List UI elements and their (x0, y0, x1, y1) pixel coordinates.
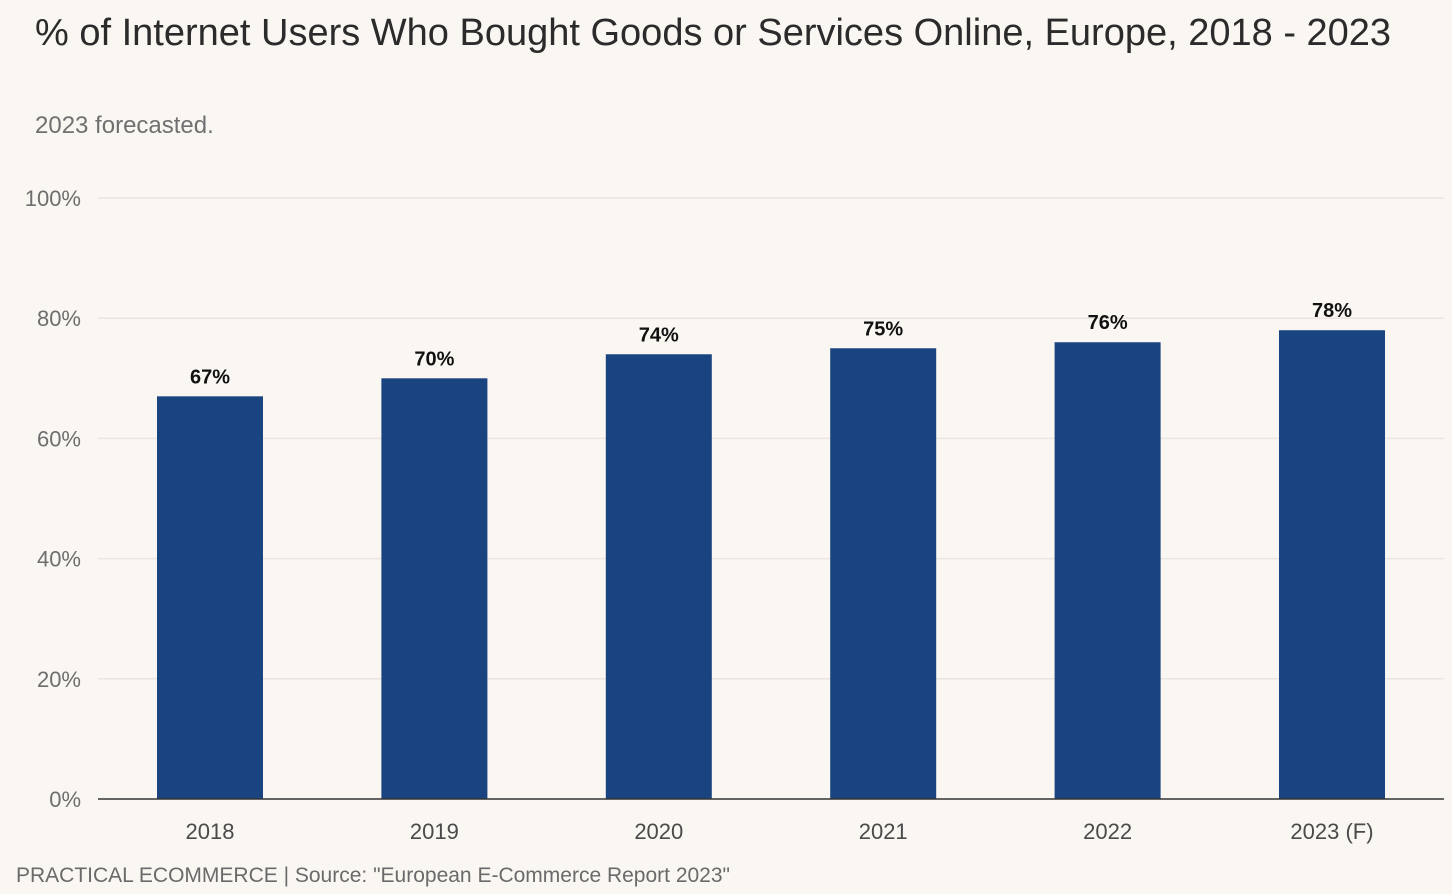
data-labels: 67% 70% 74% 75% 76% 78% (190, 300, 1352, 388)
y-tick-label: 0% (49, 787, 81, 812)
data-label: 74% (639, 324, 679, 346)
y-axis-ticks: 0% 20% 40% 60% 80% 100% (25, 186, 81, 812)
x-tick-label: 2023 (F) (1290, 819, 1373, 844)
x-axis-ticks: 2018 2019 2020 2021 2022 2023 (F) (186, 819, 1374, 844)
source-note: PRACTICAL ECOMMERCE | Source: "European … (16, 864, 730, 887)
x-tick-label: 2020 (634, 819, 683, 844)
x-tick-label: 2021 (859, 819, 908, 844)
bar (157, 396, 263, 799)
bar (605, 354, 712, 799)
x-tick-label: 2019 (410, 819, 459, 844)
y-tick-label: 60% (37, 426, 81, 451)
data-label: 76% (1088, 312, 1128, 334)
y-tick-label: 100% (25, 186, 81, 211)
data-label: 70% (414, 348, 454, 370)
x-tick-label: 2018 (186, 819, 235, 844)
chart-subtitle: 2023 forecasted. (35, 112, 214, 139)
bar (381, 378, 488, 799)
bar (830, 348, 937, 799)
bars (157, 330, 1385, 799)
bar (1054, 342, 1161, 799)
chart-title: % of Internet Users Who Bought Goods or … (35, 12, 1392, 54)
y-tick-label: 40% (37, 547, 81, 572)
y-tick-label: 20% (37, 667, 81, 692)
data-label: 78% (1312, 300, 1352, 322)
x-tick-label: 2022 (1083, 819, 1132, 844)
data-label: 67% (190, 366, 230, 388)
gridlines (98, 197, 1444, 680)
bar (1279, 330, 1385, 799)
data-label: 75% (863, 318, 903, 340)
y-tick-label: 80% (37, 306, 81, 331)
